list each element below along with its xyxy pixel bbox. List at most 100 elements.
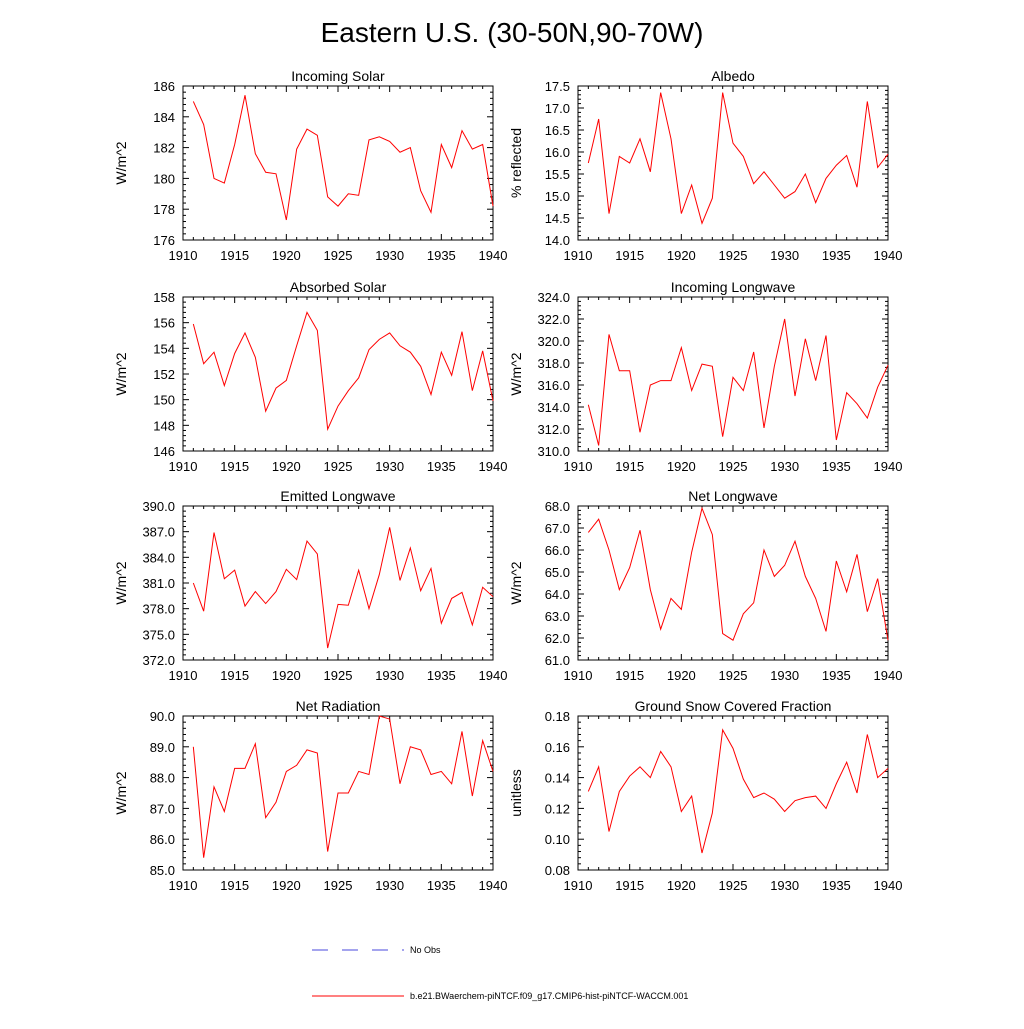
y-tick-label: 152	[153, 367, 175, 382]
x-tick-label: 1925	[719, 248, 748, 263]
x-tick-label: 1935	[427, 248, 456, 263]
x-tick-label: 1915	[220, 248, 249, 263]
panel-title: Albedo	[711, 68, 755, 84]
y-axis-label: W/m^2	[113, 141, 129, 184]
x-tick-label: 1935	[822, 668, 851, 683]
x-tick-label: 1940	[874, 668, 903, 683]
y-axis-label: W/m^2	[508, 561, 524, 604]
x-tick-label: 1940	[874, 878, 903, 893]
x-tick-label: 1935	[822, 248, 851, 263]
y-tick-label: 180	[153, 171, 175, 186]
y-tick-label: 156	[153, 316, 175, 331]
panel-5: Emitted Longwave W/m^2 1910 1915 1920 1925 193…	[113, 488, 507, 683]
x-tick-label: 1940	[479, 668, 508, 683]
x-tick-label: 1920	[272, 668, 301, 683]
y-tick-label: 90.0	[150, 709, 175, 724]
x-tick-label: 1915	[615, 248, 644, 263]
panel-title: Net Longwave	[688, 488, 778, 504]
x-tick-label: 1940	[479, 459, 508, 474]
y-tick-label: 0.08	[545, 863, 570, 878]
x-tick-label: 1925	[324, 459, 353, 474]
series-line	[192, 527, 494, 649]
y-tick-label: 150	[153, 393, 175, 408]
panel-8: Ground Snow Covered Fraction unitless 1910…	[508, 698, 902, 893]
x-tick-label: 1935	[822, 878, 851, 893]
y-tick-label: 65.0	[545, 565, 570, 580]
y-tick-label: 387.0	[142, 525, 175, 540]
plot-frame	[577, 85, 889, 241]
plot-frame	[577, 505, 889, 661]
y-tick-label: 320.0	[537, 334, 570, 349]
x-tick-label: 1920	[667, 459, 696, 474]
panel-title: Incoming Solar	[291, 68, 385, 84]
x-tick-label: 1925	[324, 878, 353, 893]
y-tick-label: 0.18	[545, 709, 570, 724]
y-tick-label: 310.0	[537, 444, 570, 459]
y-tick-label: 378.0	[142, 602, 175, 617]
y-tick-label: 375.0	[142, 627, 175, 642]
x-tick-label: 1940	[479, 878, 508, 893]
y-tick-label: 68.0	[545, 499, 570, 514]
y-tick-label: 0.12	[545, 801, 570, 816]
legend-obs-label: No Obs	[410, 945, 441, 955]
panel-1: Incoming Solar W/m^2 1910 1915 1920 1925 1930 1…	[113, 68, 507, 263]
y-tick-label: 17.0	[545, 101, 570, 116]
x-tick-label: 1910	[564, 878, 593, 893]
panel-6: Net Longwave W/m^2 1910 1915 1920 1925 1930 193…	[508, 488, 902, 683]
y-tick-label: 14.5	[545, 211, 570, 226]
panel-title: Ground Snow Covered Fraction	[635, 698, 832, 714]
y-tick-label: 312.0	[537, 422, 570, 437]
x-tick-label: 1920	[272, 248, 301, 263]
series-line	[587, 318, 889, 446]
series-line	[587, 728, 889, 854]
plot-frame	[577, 296, 889, 452]
panel-title: Absorbed Solar	[290, 279, 387, 295]
x-tick-label: 1940	[874, 459, 903, 474]
x-tick-label: 1910	[169, 668, 198, 683]
y-tick-label: 67.0	[545, 521, 570, 536]
x-tick-label: 1925	[719, 668, 748, 683]
y-tick-label: 182	[153, 141, 175, 156]
y-tick-label: 0.10	[545, 832, 570, 847]
x-tick-label: 1930	[770, 248, 799, 263]
x-tick-label: 1910	[169, 878, 198, 893]
y-axis-label: unitless	[508, 769, 524, 816]
y-tick-label: 322.0	[537, 312, 570, 327]
x-tick-label: 1910	[564, 248, 593, 263]
x-tick-label: 1930	[375, 878, 404, 893]
x-tick-label: 1915	[220, 668, 249, 683]
plot-frame	[182, 296, 494, 452]
y-tick-label: 178	[153, 202, 175, 217]
x-tick-label: 1910	[564, 459, 593, 474]
y-tick-label: 66.0	[545, 543, 570, 558]
x-tick-label: 1925	[719, 459, 748, 474]
series-line	[192, 95, 494, 221]
y-tick-label: 64.0	[545, 587, 570, 602]
x-tick-label: 1910	[564, 668, 593, 683]
y-tick-label: 88.0	[150, 771, 175, 786]
y-tick-label: 154	[153, 341, 175, 356]
x-tick-label: 1920	[667, 668, 696, 683]
y-axis-label: W/m^2	[113, 352, 129, 395]
x-tick-label: 1935	[427, 878, 456, 893]
x-tick-label: 1920	[272, 459, 301, 474]
y-tick-label: 390.0	[142, 499, 175, 514]
legend-model-label: b.e21.BWaerchem-piNTCF.f09_g17.CMIP6-his…	[410, 991, 688, 1001]
x-tick-label: 1930	[375, 668, 404, 683]
x-tick-label: 1915	[615, 459, 644, 474]
legend: No Obs b.e21.BWaerchem-piNTCF.f09_g17.CM…	[312, 945, 688, 1001]
x-tick-label: 1935	[427, 459, 456, 474]
series-line	[192, 311, 494, 432]
x-tick-label: 1925	[324, 248, 353, 263]
x-tick-label: 1915	[615, 878, 644, 893]
y-tick-label: 148	[153, 418, 175, 433]
y-tick-label: 15.5	[545, 167, 570, 182]
y-tick-label: 17.5	[545, 79, 570, 94]
y-tick-label: 314.0	[537, 400, 570, 415]
panels-group: Incoming Solar W/m^2 1910 1915 1920 1925 1930 1…	[113, 68, 902, 893]
y-tick-label: 316.0	[537, 378, 570, 393]
y-tick-label: 85.0	[150, 863, 175, 878]
panel-title: Net Radiation	[296, 698, 381, 714]
